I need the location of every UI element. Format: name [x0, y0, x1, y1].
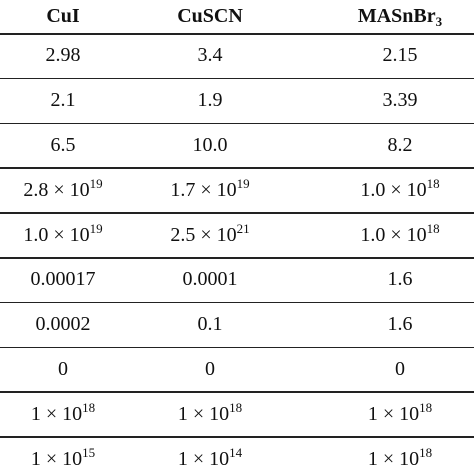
- cell-base: 2.8 × 10: [23, 178, 90, 201]
- exponent: 18: [82, 399, 96, 415]
- subscript: 3: [435, 14, 443, 29]
- table-cell: 8.2: [387, 134, 413, 156]
- table-cell: 2.98: [45, 44, 81, 67]
- cell-base: 1 × 10: [30, 402, 83, 425]
- table-cell: 1 × 1015: [30, 446, 95, 470]
- table-cell: 1 × 1018: [367, 446, 432, 470]
- table-cell: 0.0001: [182, 268, 238, 291]
- table-cell: 2.5 × 1021: [170, 222, 249, 246]
- cell-base: 1 × 10: [177, 402, 230, 425]
- cell-base: 1.7 × 10: [170, 178, 237, 201]
- table-cell: 1.9: [197, 89, 223, 112]
- table-cell: 1 × 1014: [177, 446, 242, 470]
- table-cell: 2.15: [382, 44, 418, 67]
- table-cell: 2.8 × 1019: [23, 177, 102, 201]
- exponent: 18: [426, 175, 440, 191]
- cell-base: 1 × 10: [177, 447, 230, 470]
- exponent: 19: [89, 175, 103, 191]
- table-cell: 1.6: [387, 313, 413, 336]
- header-cell: CuSCN: [177, 5, 243, 27]
- exponent: 19: [236, 175, 250, 191]
- rule: [0, 436, 474, 438]
- exponent: 19: [89, 220, 103, 236]
- table-cell: 1.0 × 1019: [23, 222, 102, 246]
- table-cell: 0: [58, 358, 68, 380]
- table-cell: 0.0002: [35, 313, 91, 336]
- exponent: 15: [82, 444, 96, 460]
- rule: [0, 122, 474, 125]
- cell-base: 2.5 × 10: [170, 223, 237, 246]
- exponent: 18: [419, 444, 433, 460]
- exponent: 18: [419, 399, 433, 415]
- rule: [0, 346, 474, 349]
- exponent: 18: [426, 220, 440, 236]
- cell-base: 1 × 10: [30, 447, 83, 470]
- cell-base: MASnBr: [357, 5, 436, 27]
- table-cell: 1.7 × 1019: [170, 177, 249, 201]
- rule: [0, 77, 474, 80]
- rule: [0, 391, 474, 393]
- exponent: 14: [229, 444, 243, 460]
- table-cell: 1 × 1018: [177, 401, 242, 425]
- table-cell: 0.00017: [30, 268, 96, 291]
- table-cell: 0.1: [197, 313, 223, 336]
- table-cell: 6.5: [50, 134, 76, 156]
- header-cell: MASnBr3: [357, 5, 443, 29]
- exponent: 21: [236, 220, 250, 236]
- cell-base: 1 × 10: [367, 447, 420, 470]
- table-cell: 1 × 1018: [30, 401, 95, 425]
- cell-base: 1.0 × 10: [360, 178, 427, 201]
- table-cell: 10.0: [192, 134, 228, 156]
- table-cell: 3.4: [197, 44, 223, 67]
- rule: [0, 212, 474, 214]
- rule: [0, 257, 474, 259]
- rule: [0, 301, 474, 304]
- table-cell: 0: [395, 358, 405, 380]
- table-cell: 3.39: [382, 89, 418, 112]
- table-cell: 1.0 × 1018: [360, 177, 439, 201]
- cell-base: 1.0 × 10: [23, 223, 90, 246]
- table-cell: 0: [205, 358, 215, 380]
- exponent: 18: [229, 399, 243, 415]
- table-cell: 2.1: [50, 89, 76, 112]
- table-cell: 1.0 × 1018: [360, 222, 439, 246]
- cell-base: 1.0 × 10: [360, 223, 427, 246]
- header-cell: CuI: [46, 5, 80, 27]
- table-cell: 1.6: [387, 268, 413, 291]
- cell-base: 1 × 10: [367, 402, 420, 425]
- rule: [0, 33, 474, 35]
- table-cell: 1 × 1018: [367, 401, 432, 425]
- rule: [0, 167, 474, 169]
